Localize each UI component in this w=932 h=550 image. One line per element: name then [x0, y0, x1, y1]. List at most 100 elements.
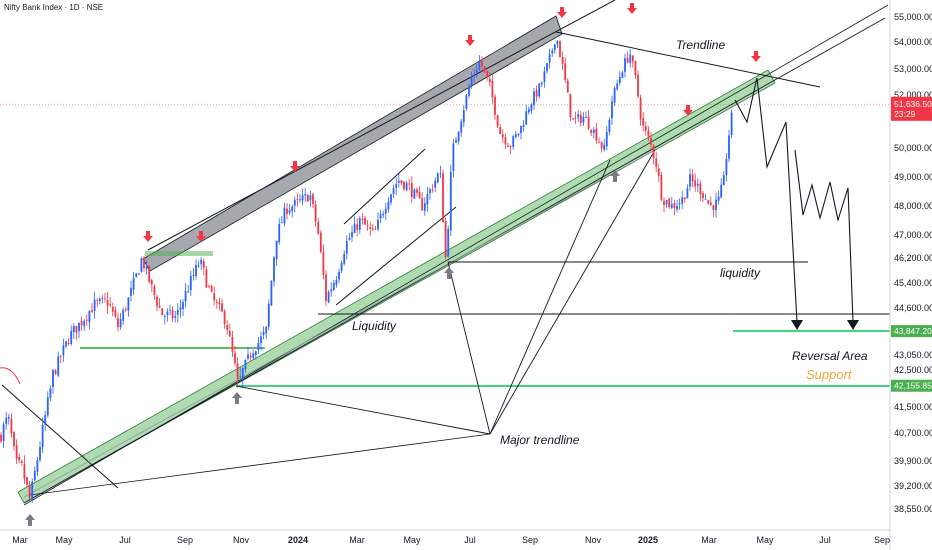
candle-body	[421, 198, 424, 211]
candle-body	[109, 304, 112, 306]
candle-body	[624, 58, 626, 72]
candle-body	[613, 88, 616, 103]
candle-body	[213, 293, 216, 301]
candle-body	[36, 460, 39, 472]
candle-body	[728, 135, 730, 159]
candle-body	[358, 218, 361, 230]
grey-channel-zone	[142, 15, 563, 272]
candle-body	[681, 197, 684, 204]
green-channel-zone	[17, 69, 776, 504]
y-tick-label: 53,000.00	[894, 64, 932, 74]
candle-body	[379, 214, 382, 219]
level-badge	[891, 379, 932, 392]
candle-body	[387, 201, 390, 210]
candle-body	[20, 461, 23, 463]
x-tick-label: Nov	[233, 535, 250, 545]
candle-body	[366, 224, 369, 226]
candle-body	[712, 205, 715, 211]
candle-body	[603, 144, 606, 150]
candle-body	[522, 125, 525, 128]
candle-body	[691, 174, 694, 182]
candle-body	[319, 232, 322, 252]
candle-body	[699, 183, 702, 195]
candle-body	[390, 194, 392, 203]
candle-body	[582, 116, 585, 123]
candle-body	[33, 470, 36, 480]
candle-body	[382, 213, 385, 216]
candle-body	[496, 115, 499, 127]
major-trendline-d	[489, 149, 656, 435]
candle-body	[473, 74, 476, 77]
red-down-arrow	[751, 51, 761, 62]
candle-body	[327, 292, 330, 303]
red-down-arrow	[683, 105, 693, 116]
candle-body	[280, 222, 283, 224]
y-tick-label: 55,000.00	[894, 12, 932, 22]
chart-annotation: Liquidity	[352, 319, 397, 333]
candle-body	[579, 114, 582, 123]
candle-body	[291, 206, 294, 211]
candle-body	[676, 205, 678, 210]
candle-body	[286, 208, 288, 215]
candle-body	[241, 368, 244, 378]
candle-body	[10, 418, 13, 434]
candle-body	[23, 463, 26, 479]
candle-body	[663, 200, 665, 205]
candle-body	[299, 199, 301, 201]
grey-up-arrow	[25, 514, 35, 526]
candle-body	[239, 376, 242, 377]
projection-arrowhead-b	[847, 320, 859, 330]
candle-body	[377, 219, 379, 230]
candle-body	[429, 189, 431, 194]
x-tick-label: Sep	[874, 535, 890, 545]
candle-body	[62, 345, 65, 356]
candle-body	[78, 322, 80, 332]
candle-body	[507, 145, 509, 147]
candle-body	[405, 182, 408, 191]
candle-body	[660, 175, 663, 200]
left-downtrend-line	[1, 384, 119, 489]
candle-body	[457, 131, 460, 142]
candle-body	[228, 330, 231, 337]
candle-body	[455, 140, 457, 143]
candle-body	[668, 198, 671, 207]
candle-body	[616, 83, 619, 90]
y-tick-label: 39,900.00	[894, 456, 932, 466]
candle-body	[0, 434, 2, 442]
candle-body	[397, 180, 400, 183]
candle-body	[353, 223, 356, 233]
candle-body	[278, 224, 281, 243]
candle-body	[514, 134, 517, 137]
candle-body	[252, 353, 255, 358]
candle-body	[730, 112, 733, 135]
candle-body	[540, 82, 543, 85]
candle-body	[343, 253, 346, 264]
candle-body	[595, 128, 598, 141]
x-tick-label: Mar	[12, 535, 28, 545]
candle-body	[270, 280, 273, 306]
upper-channel-line	[147, 0, 616, 251]
level-badge	[891, 325, 932, 338]
candle-body	[665, 200, 668, 205]
candle-body	[546, 63, 548, 72]
candle-body	[460, 121, 463, 133]
candle-body	[54, 370, 57, 374]
candle-body	[566, 80, 569, 93]
candle-body	[179, 307, 182, 310]
candle-body	[574, 118, 577, 119]
candle-body	[257, 342, 260, 351]
candle-body	[59, 355, 62, 357]
candle-body	[512, 136, 515, 147]
candle-body	[49, 388, 52, 398]
candle-body	[577, 114, 580, 118]
candle-body	[80, 321, 83, 326]
red-down-arrow	[143, 231, 153, 242]
candle-body	[309, 195, 312, 201]
candle-body	[192, 275, 195, 276]
candle-body	[189, 275, 192, 291]
level-badge-label: 43,847.20	[894, 326, 932, 336]
candle-body	[418, 192, 421, 199]
candle-body	[306, 195, 309, 202]
